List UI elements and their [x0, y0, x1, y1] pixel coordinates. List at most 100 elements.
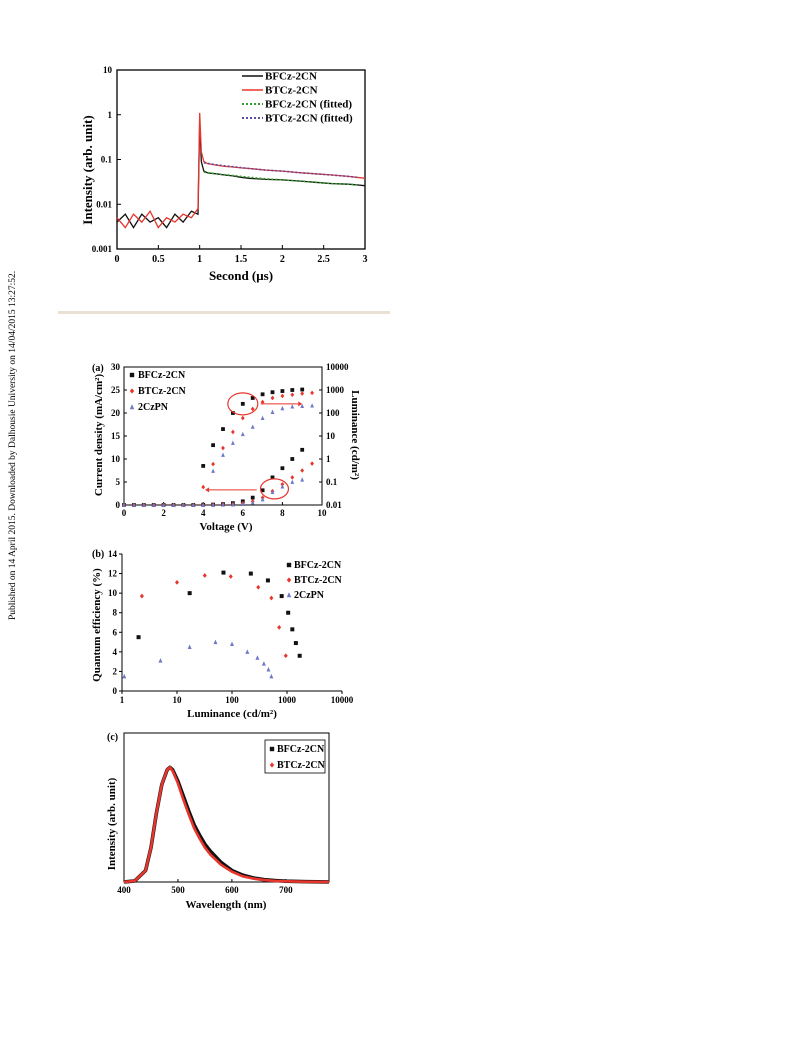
data-point [266, 666, 271, 672]
data-point [256, 584, 261, 590]
data-point [245, 649, 250, 654]
y-tick-label: 2 [113, 666, 118, 676]
data-point [250, 396, 255, 400]
y-tick-label: 8 [113, 608, 118, 618]
data-point [260, 488, 265, 493]
legend-swatch [269, 746, 275, 752]
data-point [221, 452, 225, 457]
arrow-head [205, 487, 210, 493]
legend-label: BFCz-2CN (fitted) [265, 99, 352, 111]
x-tick-label: 3 [363, 254, 368, 265]
data-point [270, 475, 275, 480]
y-tick-label: 25 [111, 385, 121, 395]
data-point [300, 391, 305, 396]
data-point [158, 658, 163, 663]
data-point [151, 502, 156, 507]
data-point [277, 624, 282, 630]
y-tick-label: 6 [113, 627, 118, 637]
data-point [122, 502, 126, 507]
legend-label: BTCz-2CN [138, 386, 187, 397]
x-tick-label: 0 [115, 254, 120, 265]
data-point [211, 502, 215, 507]
sidebar-provenance: Published on 14 April 2015. Downloaded b… [8, 271, 18, 620]
x-tick-label: 0 [122, 508, 127, 518]
x-tick-label: 400 [117, 885, 131, 895]
y-tick-label: 5 [116, 477, 121, 487]
data-point [286, 610, 291, 615]
el-spectrum-chart: 400 500 600 700 BFCz-2CN BTCz-2CN (c) Wavele… [106, 732, 330, 911]
x-tick-label: 6 [241, 508, 246, 518]
data-point [221, 445, 225, 451]
x-tick-label: 0.5 [152, 254, 165, 265]
data-point [231, 502, 235, 507]
data-point [230, 641, 234, 647]
legend-label: 2CzPN [138, 402, 169, 413]
legend-label: BFCz-2CN [294, 560, 342, 571]
legend-label: BTCz-2CN [294, 575, 343, 586]
data-point [297, 653, 302, 658]
y-tick-label: 10 [103, 65, 113, 75]
data-point [231, 429, 235, 435]
y-tick-label: 0.1 [101, 155, 113, 165]
x-tick-label: 4 [201, 508, 206, 518]
data-point [202, 573, 207, 578]
data-point [293, 641, 298, 646]
data-point [240, 401, 245, 406]
highlight-ellipse [259, 478, 290, 500]
data-point [240, 431, 245, 437]
panel-label: (c) [107, 732, 118, 743]
highlight-ellipse [227, 392, 259, 416]
sidebar-provenance-text: Published on 14 April 2015. Downloaded b… [8, 271, 18, 620]
panel-label: (a) [92, 363, 104, 374]
data-point [260, 392, 265, 397]
data-point [139, 593, 144, 599]
x-tick-label: 10000 [331, 695, 354, 705]
data-point [141, 502, 146, 507]
x-tick-label: 1 [120, 695, 125, 705]
data-point [255, 655, 260, 660]
x-tick-label: 700 [279, 885, 293, 895]
data-point [260, 415, 265, 421]
x-tick-label: 1.5 [235, 254, 248, 265]
legend-label: BTCz-2CN [277, 760, 326, 771]
data-point [213, 639, 218, 645]
legend-label: BFCz-2CN [277, 744, 325, 755]
y2-axis-label: Luminance (cd/m²) [349, 390, 361, 480]
data-point [221, 570, 226, 575]
data-point [279, 594, 284, 599]
y-tick-label: 0 [113, 686, 118, 696]
x-axis-label: Second (μs) [209, 268, 273, 283]
y-axis-label: Quantum efficiency (%) [91, 568, 103, 682]
y-tick-label: 12 [108, 569, 118, 579]
arrow-head [298, 401, 303, 407]
data-point [290, 627, 295, 632]
data-point [290, 457, 295, 461]
data-point [231, 440, 235, 445]
data-point [201, 464, 206, 468]
y-tick-label: 20 [111, 408, 121, 418]
x-tick-label: 2 [161, 508, 166, 518]
plot-frame [123, 732, 330, 883]
data-point [290, 479, 295, 484]
data-point [187, 591, 192, 596]
y-tick-label: 10 [108, 588, 118, 598]
data-point [240, 501, 245, 506]
data-point [300, 387, 305, 392]
data-point [211, 468, 215, 473]
y2-tick-label: 0.1 [326, 477, 338, 487]
data-point [136, 635, 141, 640]
x-tick-label: 100 [225, 695, 239, 705]
data-point [240, 415, 245, 421]
series-line-1 [116, 112, 366, 229]
data-point [221, 502, 225, 507]
data-point [300, 403, 305, 408]
data-point [300, 447, 305, 452]
y-tick-label: 10 [111, 454, 121, 464]
data-point [187, 644, 192, 649]
data-point [283, 653, 288, 659]
data-point [280, 405, 285, 411]
x-tick-label: 2.5 [317, 254, 330, 265]
decay-chart: 0 0.5 1 1.5 2 2.5 3 0.001 0.01 0.1 1 10 BFCz-2CN BTC… [80, 65, 368, 283]
y2-tick-label: 0.01 [326, 500, 342, 510]
data-point [270, 489, 275, 495]
